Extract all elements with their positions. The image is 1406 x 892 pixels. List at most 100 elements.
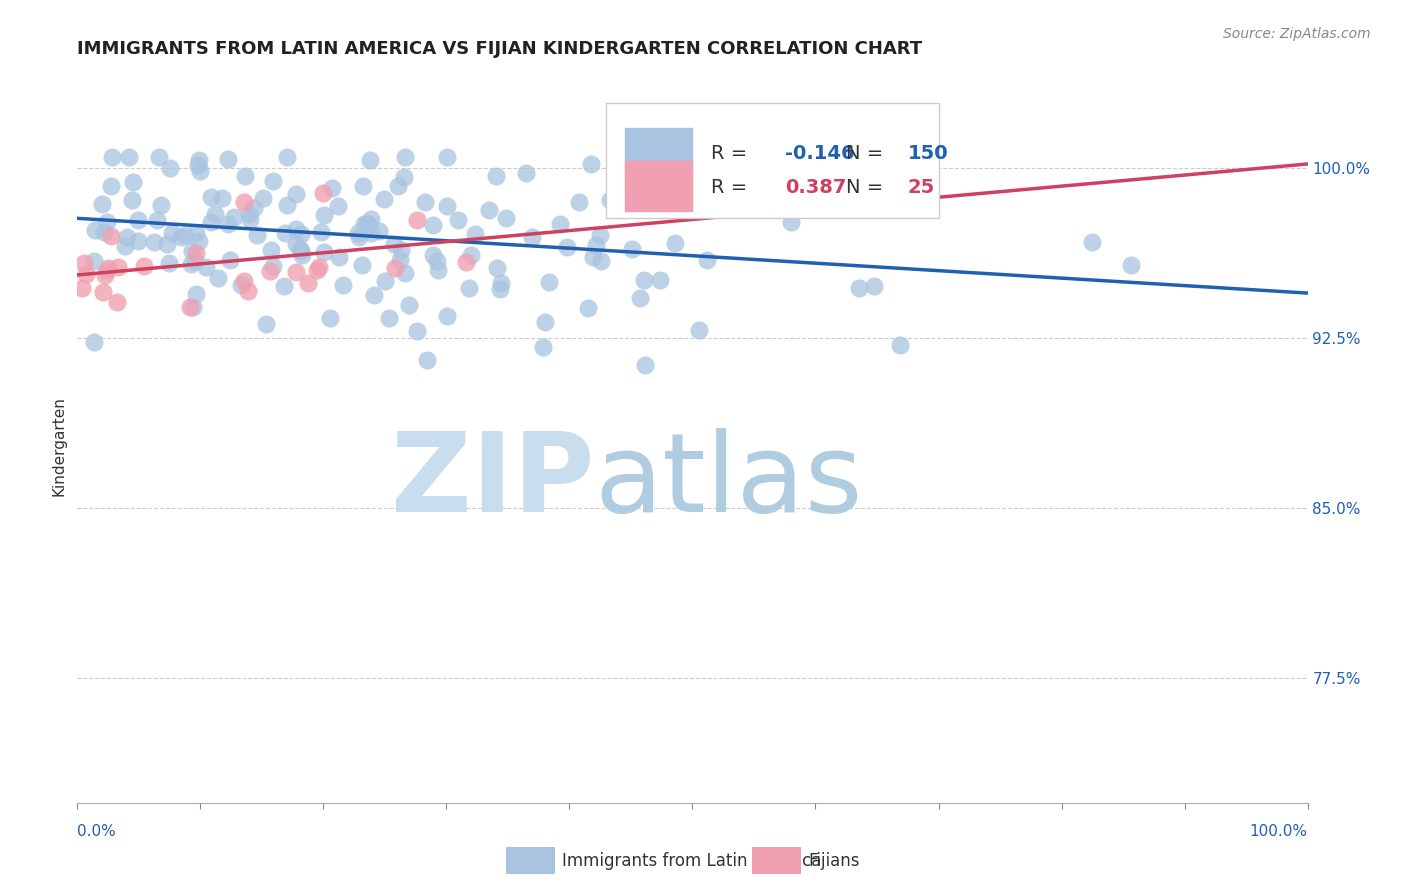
Point bbox=[368, 224, 391, 238]
Point bbox=[576, 301, 599, 315]
Point bbox=[531, 340, 554, 354]
Point bbox=[180, 257, 202, 271]
Point bbox=[485, 261, 508, 276]
Point bbox=[93, 225, 115, 239]
Point bbox=[70, 280, 93, 294]
Point bbox=[162, 227, 184, 241]
Point bbox=[252, 191, 274, 205]
Point bbox=[276, 198, 298, 212]
Point bbox=[233, 169, 256, 183]
Point bbox=[436, 199, 458, 213]
Point bbox=[91, 285, 114, 299]
Point bbox=[585, 238, 607, 252]
Point bbox=[363, 288, 385, 302]
Point bbox=[416, 352, 439, 367]
Point bbox=[495, 211, 517, 226]
Point bbox=[276, 150, 298, 164]
Point bbox=[246, 227, 269, 242]
Point bbox=[90, 197, 112, 211]
Point bbox=[312, 244, 335, 259]
Point bbox=[357, 218, 380, 232]
Point bbox=[1119, 258, 1142, 272]
Point bbox=[127, 234, 149, 248]
Text: atlas: atlas bbox=[595, 428, 862, 535]
Point bbox=[308, 260, 330, 275]
Point bbox=[200, 190, 222, 204]
Text: 0.387: 0.387 bbox=[785, 178, 846, 197]
Point bbox=[422, 248, 444, 262]
Point bbox=[591, 254, 613, 268]
Point bbox=[179, 300, 201, 314]
Point bbox=[319, 311, 342, 326]
Point bbox=[436, 309, 458, 323]
Point bbox=[394, 266, 416, 280]
Point bbox=[127, 212, 149, 227]
Point bbox=[239, 211, 262, 226]
Point bbox=[436, 150, 458, 164]
Point bbox=[347, 229, 370, 244]
Point bbox=[394, 150, 416, 164]
Point bbox=[360, 227, 382, 241]
Point bbox=[96, 263, 118, 277]
Point bbox=[389, 252, 412, 267]
Y-axis label: Kindergarten: Kindergarten bbox=[51, 396, 66, 496]
Point bbox=[478, 203, 501, 218]
Point bbox=[142, 235, 165, 249]
Point bbox=[132, 259, 155, 273]
Point bbox=[297, 276, 319, 290]
Point bbox=[188, 234, 211, 248]
Point bbox=[200, 214, 222, 228]
Point bbox=[589, 227, 612, 242]
Point bbox=[314, 209, 336, 223]
Point bbox=[188, 164, 211, 178]
Point bbox=[359, 153, 381, 168]
Point bbox=[664, 235, 686, 250]
Point bbox=[321, 181, 343, 195]
Point bbox=[350, 258, 373, 272]
FancyBboxPatch shape bbox=[606, 103, 939, 218]
Point bbox=[118, 150, 141, 164]
Point bbox=[581, 157, 603, 171]
Point bbox=[633, 273, 655, 287]
Point bbox=[194, 260, 217, 274]
Text: N =: N = bbox=[846, 144, 890, 163]
Point bbox=[186, 246, 208, 260]
Point bbox=[97, 260, 120, 275]
Point bbox=[100, 179, 122, 194]
Point bbox=[121, 193, 143, 207]
Point bbox=[285, 265, 308, 279]
Point bbox=[582, 250, 605, 264]
Point bbox=[288, 242, 311, 256]
Point bbox=[184, 226, 207, 240]
Point bbox=[207, 271, 229, 285]
Point bbox=[454, 255, 477, 269]
Point bbox=[489, 282, 512, 296]
Point bbox=[398, 298, 420, 312]
Point bbox=[356, 216, 378, 230]
Point bbox=[426, 254, 449, 268]
Point bbox=[628, 291, 651, 305]
Point bbox=[387, 179, 409, 194]
Point bbox=[779, 215, 801, 229]
Point bbox=[93, 268, 115, 282]
Text: -0.146: -0.146 bbox=[785, 144, 855, 163]
Point bbox=[377, 310, 399, 325]
Point bbox=[599, 193, 621, 207]
Point bbox=[889, 338, 911, 352]
Point bbox=[156, 236, 179, 251]
Point bbox=[568, 194, 591, 209]
Point bbox=[260, 243, 283, 257]
Text: Immigrants from Latin America: Immigrants from Latin America bbox=[562, 852, 821, 870]
Point bbox=[170, 229, 193, 244]
Point bbox=[648, 273, 671, 287]
Point bbox=[332, 278, 354, 293]
Point bbox=[219, 252, 242, 267]
Point bbox=[217, 153, 239, 167]
Point bbox=[83, 334, 105, 349]
Point bbox=[284, 186, 307, 201]
Point bbox=[107, 260, 129, 274]
Point bbox=[901, 193, 924, 207]
Point bbox=[374, 274, 396, 288]
Text: 25: 25 bbox=[908, 178, 935, 197]
Point bbox=[229, 277, 252, 292]
